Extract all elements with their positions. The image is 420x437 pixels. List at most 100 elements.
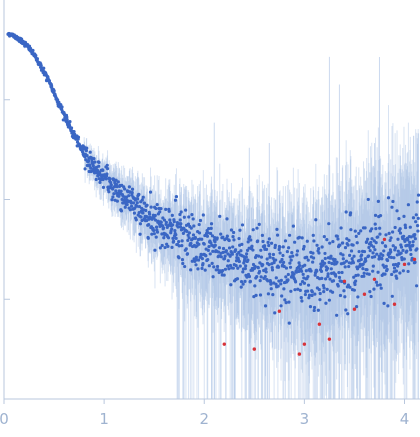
data-point — [115, 199, 119, 203]
data-point — [129, 204, 134, 208]
data-point — [72, 130, 76, 134]
data-point — [259, 275, 263, 279]
data-point — [393, 225, 397, 230]
data-point — [335, 313, 339, 317]
data-point — [240, 242, 244, 246]
data-point — [279, 304, 283, 308]
data-point — [207, 226, 211, 231]
data-point — [177, 240, 181, 244]
data-point — [283, 298, 287, 302]
data-point — [119, 209, 124, 213]
data-point — [357, 231, 361, 236]
data-point — [353, 229, 357, 233]
data-point — [212, 265, 216, 269]
data-point — [60, 105, 64, 109]
data-point — [219, 255, 223, 259]
data-point — [162, 236, 166, 240]
x-tick-label: 2 — [199, 410, 209, 428]
data-point — [178, 225, 183, 229]
data-point — [243, 279, 247, 283]
data-point — [396, 249, 400, 253]
data-point — [223, 254, 227, 258]
data-point — [409, 235, 413, 239]
data-point — [93, 160, 97, 164]
data-point — [376, 235, 380, 239]
data-point — [149, 205, 153, 209]
data-point — [129, 201, 133, 205]
data-point — [411, 243, 415, 247]
data-point — [172, 239, 176, 243]
data-point — [309, 269, 313, 273]
data-point — [413, 233, 417, 237]
data-point — [289, 258, 293, 262]
data-point — [325, 287, 329, 291]
data-point — [276, 265, 281, 269]
data-point — [353, 282, 357, 287]
data-point — [85, 146, 89, 150]
data-point — [415, 224, 420, 228]
data-point — [171, 236, 175, 240]
data-point — [266, 279, 270, 283]
data-point — [265, 257, 269, 261]
data-point — [372, 245, 376, 249]
data-point — [299, 269, 304, 273]
data-point — [171, 223, 175, 227]
data-point — [366, 237, 370, 241]
data-point — [110, 198, 114, 202]
data-point — [163, 245, 167, 250]
data-point — [177, 256, 181, 260]
data-point — [378, 232, 382, 236]
data-point — [352, 254, 356, 258]
outlier-point — [382, 237, 387, 242]
data-point — [88, 150, 92, 154]
data-point — [182, 215, 186, 219]
data-point — [369, 294, 373, 299]
data-point — [228, 254, 232, 258]
data-point — [295, 253, 299, 257]
data-point — [336, 237, 340, 241]
data-point — [192, 224, 196, 228]
x-tick-label: 0 — [0, 410, 9, 428]
data-point — [312, 256, 316, 260]
outlier-point — [362, 292, 367, 296]
data-point — [248, 279, 252, 283]
data-point — [328, 241, 332, 245]
data-point — [328, 277, 332, 281]
data-point — [341, 253, 345, 257]
data-point — [101, 168, 105, 172]
outlier-points — [222, 237, 417, 356]
data-point — [245, 275, 249, 279]
data-point — [318, 291, 322, 296]
data-point — [401, 248, 405, 252]
data-point — [335, 260, 339, 264]
data-point — [249, 238, 253, 242]
data-point — [116, 180, 120, 184]
data-point — [153, 218, 158, 222]
data-point — [385, 267, 389, 272]
data-point — [386, 304, 390, 308]
data-point — [377, 254, 381, 258]
data-point — [192, 257, 196, 261]
data-point — [237, 259, 241, 264]
data-point — [367, 245, 371, 250]
data-point — [251, 228, 255, 232]
data-point — [317, 251, 321, 255]
data-point — [155, 230, 160, 234]
data-point — [257, 222, 261, 226]
data-point — [337, 275, 342, 280]
data-point — [391, 230, 395, 234]
data-point — [392, 266, 397, 270]
data-point — [218, 214, 222, 218]
data-point — [105, 163, 109, 167]
data-point — [153, 248, 157, 252]
data-point — [374, 280, 379, 284]
data-point — [284, 266, 289, 270]
data-point — [179, 222, 183, 226]
data-point — [359, 257, 363, 262]
data-point — [324, 277, 328, 281]
data-point — [170, 227, 174, 231]
data-point — [323, 256, 327, 261]
data-point — [302, 281, 307, 285]
data-point — [414, 220, 418, 224]
data-point — [317, 288, 321, 292]
